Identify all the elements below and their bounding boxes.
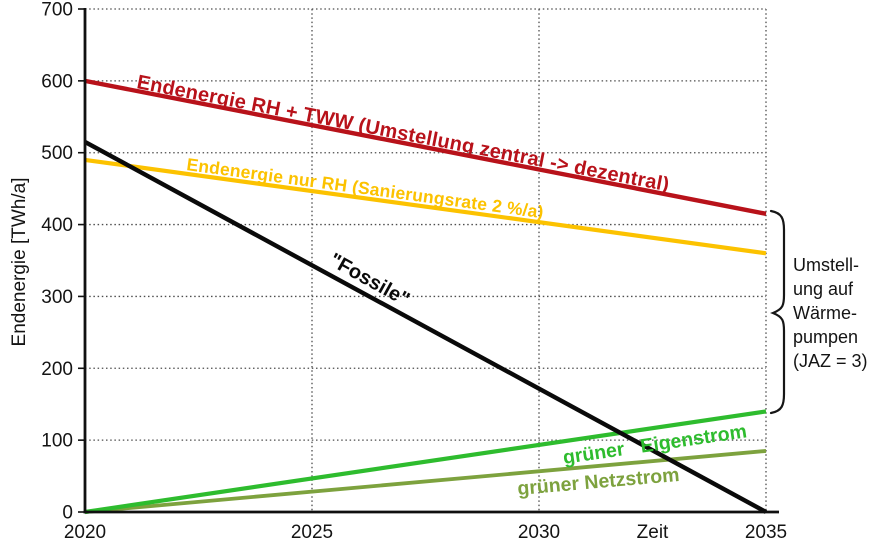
series-label-endenergie-nur-rh: Endenergie nur RH (Sanierungsrate 2 %/a) [185,154,544,222]
annotation-line-5: (JAZ = 3) [793,351,868,371]
y-tick-label-200: 200 [41,359,73,380]
gridlines-layer [85,8,767,512]
series-line-2 [83,140,768,514]
y-tick-label-700: 700 [41,0,73,21]
tick-labels-layer: 0 100 200 300 400 500 600 700 2020 2025 2030 2035 [41,0,787,543]
y-tick-label-600: 600 [41,71,73,92]
series-line-4 [84,409,767,515]
curly-brace-annotation [769,209,786,415]
x-tick-label-2035: 2035 [745,522,787,543]
x-axis-title: Zeit [637,522,669,543]
y-tick-label-100: 100 [41,431,73,452]
x-tick-label-2020: 2020 [64,522,106,543]
y-tick-label-500: 500 [41,143,73,164]
series-line-1 [84,157,767,256]
series-line-3 [84,449,767,514]
y-tick-label-0: 0 [62,503,73,524]
annotation-line-1: Umstell- [793,255,859,275]
annotation-text-block: Umstell- ung auf Wärme- pumpen (JAZ = 3) [793,255,868,371]
series-inline-labels-layer: Endenergie RH + TWW (Umstellung zentral … [135,71,748,500]
x-tick-label-2030: 2030 [518,522,560,543]
annotation-line-4: pumpen [793,327,858,347]
y-tick-label-400: 400 [41,215,73,236]
annotation-line-2: ung auf [793,279,854,299]
annotation-line-3: Wärme- [793,303,857,323]
series-lines-layer [83,78,768,515]
series-line-0 [84,78,767,216]
y-axis-title: Endenergie [TWh/a] [9,178,30,347]
y-tick-label-300: 300 [41,287,73,308]
axes-layer [83,8,779,514]
x-tick-label-2025: 2025 [291,522,333,543]
